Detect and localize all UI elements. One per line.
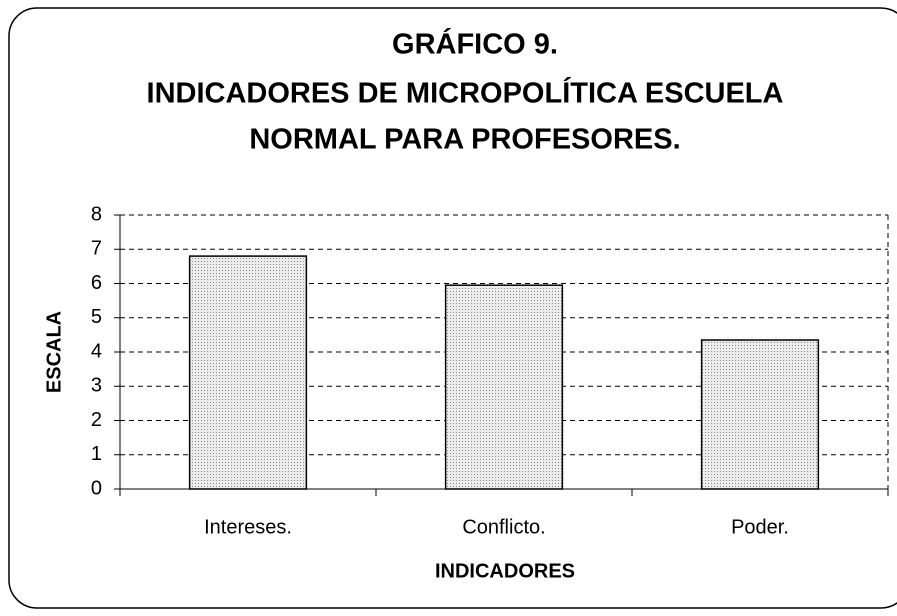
bar — [444, 284, 564, 490]
x-tick-label: Intereses. — [204, 516, 292, 538]
y-axis-label: ESCALA — [43, 311, 65, 393]
x-axis-label: INDICADORES — [435, 560, 575, 582]
y-tick-label: 2 — [91, 409, 102, 431]
y-tick-label: 7 — [91, 238, 102, 260]
bar — [188, 255, 308, 490]
y-tick-label: 5 — [91, 306, 102, 328]
y-tick-label: 4 — [91, 340, 102, 362]
x-tick-label: Poder. — [731, 516, 789, 538]
y-tick-label: 3 — [91, 375, 102, 397]
y-tick-label: 0 — [91, 477, 102, 499]
chart-title: INDICADORES DE MICROPOLÍTICA ESCUELA — [147, 76, 784, 110]
chart-title: GRÁFICO 9. — [392, 27, 558, 61]
y-tick-label: 8 — [91, 203, 102, 225]
y-tick-label: 6 — [91, 272, 102, 294]
x-tick-label: Conflicto. — [462, 516, 545, 538]
y-tick-label: 1 — [91, 443, 102, 465]
chart-title: NORMAL PARA PROFESORES. — [249, 124, 680, 156]
bar — [700, 339, 820, 490]
